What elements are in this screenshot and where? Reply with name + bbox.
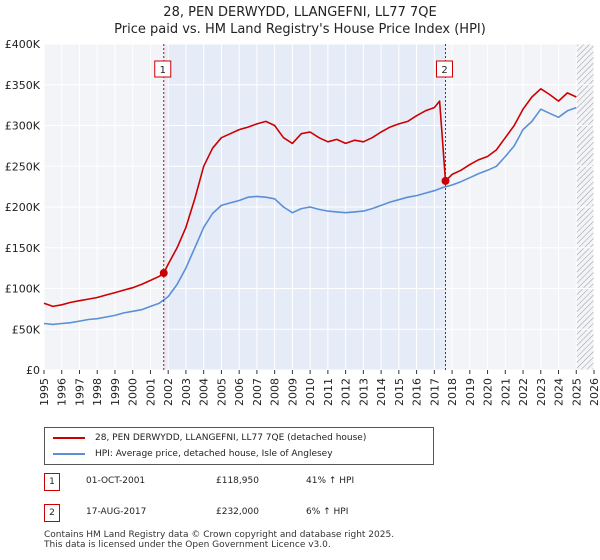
x-tick-label: 2014 [375, 378, 388, 406]
x-tick-label: 2016 [411, 378, 424, 406]
price-chart: £0 £50K £100K £150K £200K £250K £300K £350K £400… [5, 38, 600, 406]
x-tick-label: 2013 [357, 378, 370, 406]
legend-item-hpi: HPI: Average price, detached house, Isle… [53, 446, 333, 462]
x-tick-label: 2001 [144, 378, 157, 406]
x-tick-label: 2010 [304, 378, 317, 406]
sale-label: 2 [441, 65, 447, 76]
transaction-date: 17-AUG-2017 [86, 507, 147, 517]
transaction-row: 2 17-AUG-2017 £232,000 6% ↑ HPI [44, 504, 564, 524]
y-tick-label: £100K [5, 283, 41, 296]
legend-item-property: 28, PEN DERWYDD, LLANGEFNI, LL77 7QE (de… [53, 430, 366, 446]
x-tick-label: 2023 [535, 378, 548, 406]
transaction-number: 1 [44, 473, 60, 491]
x-tick-label: 1998 [91, 378, 104, 406]
y-tick-label: £200K [5, 201, 41, 214]
x-tick-label: 2000 [127, 378, 140, 406]
x-tick-label: 2007 [251, 378, 264, 406]
legend: 28, PEN DERWYDD, LLANGEFNI, LL77 7QE (de… [44, 427, 434, 465]
x-tick-label: 2012 [340, 378, 353, 406]
x-tick-label: 2017 [428, 378, 441, 406]
transaction-hpi-change: 41% ↑ HPI [306, 476, 355, 486]
legend-swatch-hpi [53, 453, 85, 455]
transaction-hpi-change: 6% ↑ HPI [306, 507, 349, 517]
gridlines [43, 43, 595, 371]
x-tick-label: 2004 [198, 378, 211, 406]
x-tick-label: 2005 [215, 378, 228, 406]
series-lines [43, 88, 577, 326]
x-tick-label: 2021 [499, 378, 512, 406]
x-axis: 1995 1996 1997 1998 1999 2000 2001 2002 2003 2004… [38, 370, 600, 406]
chart-title: 28, PEN DERWYDD, LLANGEFNI, LL77 7QE [163, 5, 437, 20]
x-tick-label: 2020 [482, 378, 495, 406]
sale-label-box [154, 60, 172, 78]
transaction-number: 2 [44, 504, 60, 522]
x-tick-label: 2008 [269, 378, 282, 406]
transaction-price: £232,000 [216, 507, 259, 517]
x-tick-label: 2006 [233, 378, 246, 406]
y-tick-label: £250K [5, 160, 41, 173]
x-tick-label: 2022 [517, 378, 530, 406]
x-tick-label: 2024 [553, 378, 566, 406]
y-axis: £0 £50K £100K £150K £200K £250K £300K £350K £400… [5, 38, 41, 377]
footer: Contains HM Land Registry data © Crown c… [44, 530, 394, 550]
x-tick-label: 2009 [286, 378, 299, 406]
y-tick-label: £400K [5, 38, 41, 51]
footer-licence: This data is licensed under the Open Gov… [44, 540, 331, 550]
x-tick-label: 2003 [180, 378, 193, 406]
legend-label-hpi: HPI: Average price, detached house, Isle… [95, 449, 333, 459]
property-price-line [43, 88, 577, 308]
x-tick-label: 2025 [570, 378, 583, 406]
legend-label-property: 28, PEN DERWYDD, LLANGEFNI, LL77 7QE (de… [95, 433, 367, 443]
legend-swatch-property [53, 437, 85, 439]
transaction-row: 1 01-OCT-2001 £118,950 41% ↑ HPI [44, 473, 564, 493]
sale-point [441, 176, 450, 185]
x-tick-label: 2011 [322, 378, 335, 406]
x-tick-label: 1997 [73, 378, 86, 406]
hpi-line [43, 106, 577, 326]
x-tick-label: 2019 [464, 378, 477, 406]
x-tick-label: 1995 [38, 378, 51, 406]
y-tick-label: £300K [5, 120, 41, 133]
x-tick-label: 1996 [56, 378, 69, 406]
y-tick-label: £0 [26, 364, 40, 377]
y-tick-label: £50K [12, 323, 41, 336]
footer-copyright: Contains HM Land Registry data © Crown c… [44, 530, 395, 540]
x-tick-label: 2026 [588, 378, 600, 406]
chart-subtitle: Price paid vs. HM Land Registry's House … [114, 22, 486, 37]
y-tick-label: £150K [5, 242, 41, 255]
chart-title-block: 28, PEN DERWYDD, LLANGEFNI, LL77 7QE Pri… [0, 4, 600, 38]
sale-point [159, 269, 168, 278]
sale-label-box [436, 60, 453, 78]
x-tick-label: 2002 [162, 378, 175, 406]
sale-label: 1 [160, 65, 166, 76]
y-tick-label: £350K [5, 79, 41, 92]
x-tick-label: 2018 [446, 378, 459, 406]
transaction-date: 01-OCT-2001 [86, 476, 146, 486]
x-tick-label: 1999 [109, 378, 122, 406]
x-tick-label: 2015 [393, 378, 406, 406]
transaction-price: £118,950 [216, 476, 259, 486]
